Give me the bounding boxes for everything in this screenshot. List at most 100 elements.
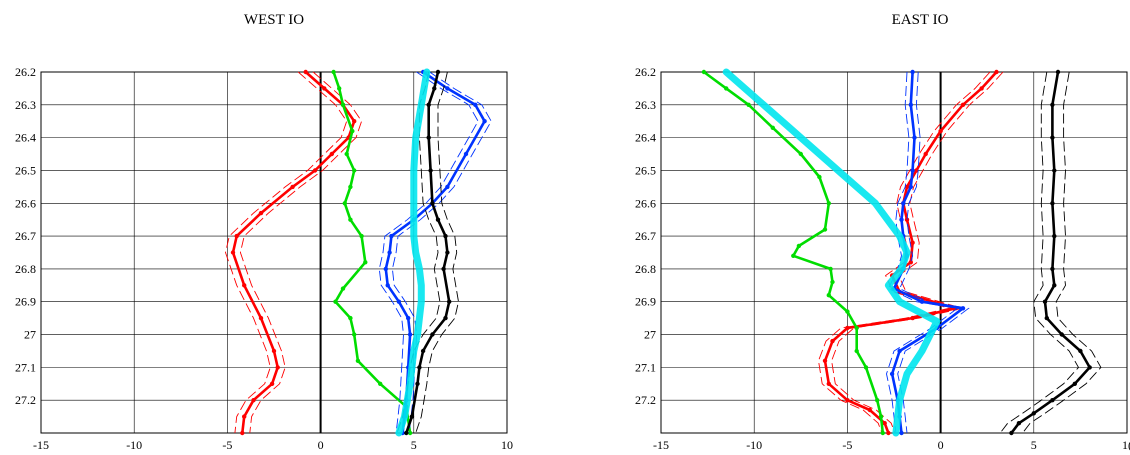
y-tick-label: 27.2 bbox=[635, 393, 656, 407]
red-series-point bbox=[867, 407, 872, 413]
blue-series-point bbox=[473, 102, 478, 108]
black-series-point bbox=[426, 135, 431, 140]
green-series-point bbox=[348, 217, 353, 222]
red-series-point bbox=[994, 69, 999, 75]
blue-series-point bbox=[385, 283, 390, 288]
panel-east-io: EAST IO 26.2 26.3 26.4 26.5 26.6 26.7 26.8 26.9… bbox=[635, 12, 1130, 452]
red-series-point bbox=[258, 315, 264, 321]
black-series-point bbox=[447, 299, 452, 304]
green-series-point bbox=[796, 243, 802, 249]
blue-series-point bbox=[908, 184, 913, 190]
red-series-point bbox=[352, 119, 357, 124]
black-series-point bbox=[404, 430, 409, 436]
red-series-point bbox=[230, 250, 236, 255]
y-tick-label: 27.1 bbox=[635, 360, 656, 374]
x-tick-label: 10 bbox=[501, 438, 513, 452]
y-tick-label: 27 bbox=[24, 328, 36, 342]
green-series-point bbox=[798, 151, 803, 157]
green-series-point bbox=[875, 398, 880, 403]
blue-series-point bbox=[482, 119, 487, 124]
x-tick-label: -10 bbox=[126, 438, 142, 452]
y-tick-label: 26.6 bbox=[15, 196, 36, 210]
red-series-envelope bbox=[225, 71, 348, 434]
chart-title: EAST IO bbox=[892, 12, 949, 28]
red-series-line bbox=[231, 71, 356, 434]
red-series-point bbox=[914, 168, 919, 173]
green-series-point bbox=[359, 233, 364, 239]
blue-series-point bbox=[406, 315, 411, 321]
black-series-point bbox=[1052, 168, 1057, 173]
x-tick-label: 0 bbox=[938, 438, 944, 452]
red-series-point bbox=[303, 69, 308, 75]
green-series-point bbox=[352, 168, 357, 173]
green-series-point bbox=[344, 151, 349, 157]
black-series-point bbox=[426, 102, 431, 108]
blue-series-point bbox=[387, 250, 392, 255]
x-tick-label: 0 bbox=[318, 438, 324, 452]
green-series-point bbox=[817, 174, 822, 180]
black-series-point bbox=[1050, 135, 1055, 140]
x-tick-label: -15 bbox=[653, 438, 669, 452]
y-tick-label: 26.5 bbox=[635, 163, 656, 177]
blue-series-point bbox=[919, 299, 925, 304]
green-series-point bbox=[878, 414, 884, 419]
red-series-point bbox=[290, 184, 295, 190]
red-series-point bbox=[258, 210, 264, 216]
green-series-point bbox=[363, 260, 368, 265]
green-series-point bbox=[340, 102, 346, 108]
green-series-point bbox=[333, 299, 338, 304]
blue-series-point bbox=[445, 184, 450, 190]
red-series-point bbox=[830, 338, 835, 344]
black-series-point bbox=[1042, 299, 1048, 304]
red-series-point bbox=[242, 283, 247, 288]
blue-series-point bbox=[889, 371, 895, 377]
black-series-point bbox=[1050, 266, 1055, 272]
red-series-point bbox=[908, 260, 913, 265]
red-series-point bbox=[938, 128, 943, 134]
red-series-point bbox=[845, 325, 850, 331]
black-series-point bbox=[443, 233, 448, 239]
red-series-point bbox=[904, 184, 910, 190]
red-series-point bbox=[275, 365, 280, 370]
green-series-point bbox=[830, 279, 835, 285]
black-series-point bbox=[1050, 398, 1055, 403]
y-tick-label: 26.6 bbox=[635, 196, 656, 210]
blue-series-point bbox=[908, 102, 913, 108]
y-tick-label: 26.3 bbox=[635, 98, 656, 112]
blue-series-point bbox=[899, 430, 904, 436]
black-series-point bbox=[1087, 365, 1092, 370]
red-series-point bbox=[923, 151, 928, 157]
green-series-point bbox=[854, 325, 859, 331]
red-series-point bbox=[979, 86, 984, 91]
black-series-envelope bbox=[415, 71, 459, 434]
green-series-point bbox=[337, 86, 342, 91]
red-series-point bbox=[251, 398, 256, 403]
blue-series-point bbox=[910, 69, 915, 75]
green-series-point bbox=[791, 253, 796, 258]
red-series-point bbox=[312, 168, 318, 173]
x-tick-label: 1( bbox=[1122, 438, 1130, 452]
blue-series-point bbox=[445, 86, 450, 91]
black-series-point bbox=[1016, 421, 1022, 426]
green-series-point bbox=[352, 332, 357, 337]
plot-area: 26.2 26.3 26.4 26.5 26.6 26.7 26.8 26.9 27 27.1 27… bbox=[15, 65, 513, 452]
red-series-envelope bbox=[818, 71, 991, 434]
green-series-point bbox=[348, 184, 353, 190]
y-tick-label: 26.9 bbox=[15, 295, 36, 309]
red-series-point bbox=[960, 102, 966, 108]
y-tick-label: 26.8 bbox=[635, 262, 656, 276]
black-series-point bbox=[1072, 381, 1078, 386]
red-series-point bbox=[271, 348, 277, 354]
x-tick-label: -15 bbox=[33, 438, 49, 452]
red-series-point bbox=[240, 430, 245, 436]
black-series-line bbox=[1010, 71, 1091, 434]
green-series-point bbox=[770, 125, 775, 130]
black-series-point bbox=[1052, 283, 1057, 288]
black-series-point bbox=[430, 332, 435, 337]
green-series-point bbox=[828, 266, 833, 272]
red-series-point bbox=[845, 398, 850, 403]
x-tick-label: -10 bbox=[746, 438, 762, 452]
black-series-envelope bbox=[1022, 71, 1102, 434]
blue-series-point bbox=[912, 135, 917, 140]
